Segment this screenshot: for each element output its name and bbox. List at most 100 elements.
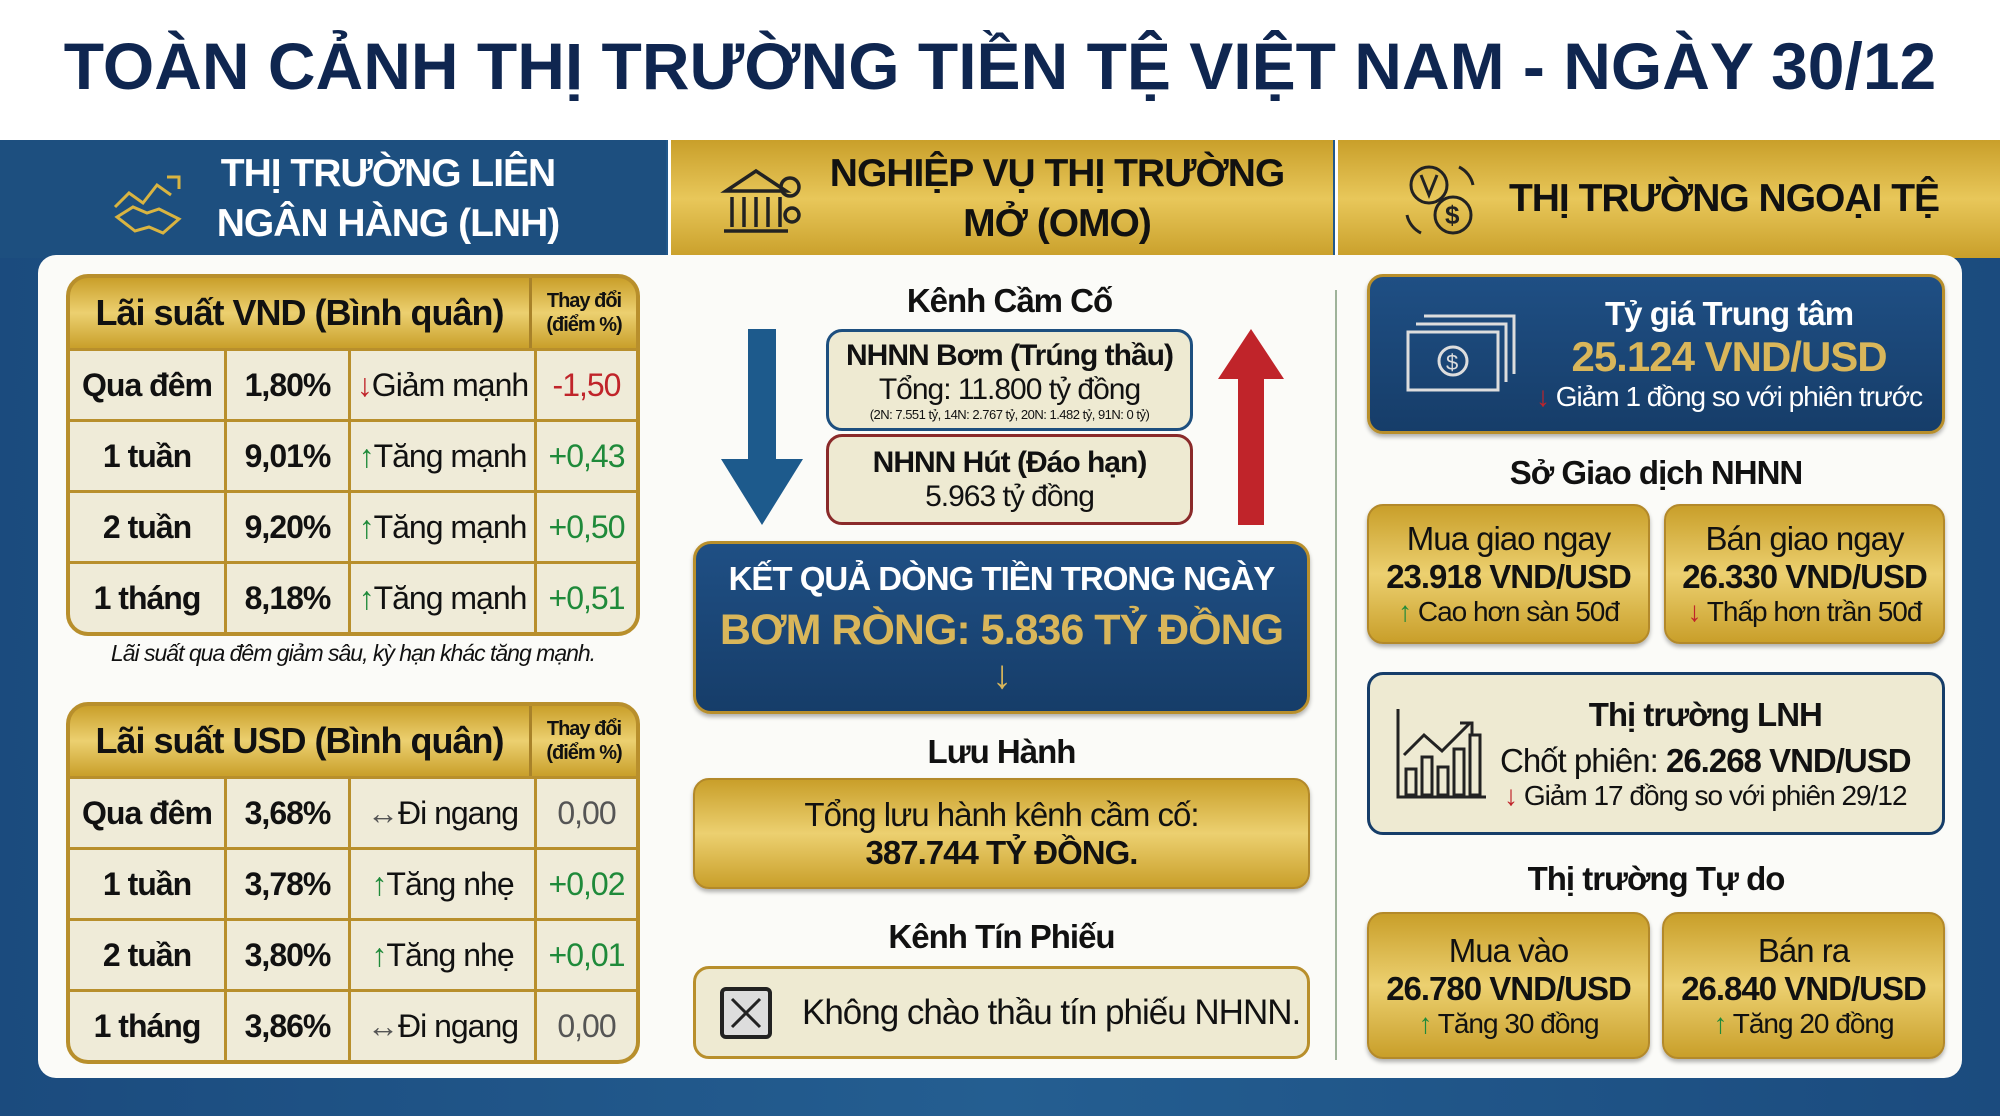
up-arrow-icon: ↑ [358,437,375,474]
change-cell: -1,50 [534,351,636,419]
up-arrow-icon: ↑ [358,508,375,545]
change-cell: +0,51 [534,564,636,632]
table-row: 1 tháng 8,18% ↑ Tăng mạnh +0,51 [70,561,636,632]
lnh-change: Giảm 17 đồng so với phiên 29/12 [1523,779,1908,811]
sgd-title: Sở Giao dịch NHNN [1509,454,1804,491]
change-header: Thay đổi (điểm %) [529,278,636,348]
table-row: 1 tuần 9,01% ↑ Tăng mạnh +0,43 [70,419,636,490]
vnd-note: Lãi suất qua đêm giảm sâu, kỳ hạn khác t… [110,640,596,666]
trend-label: Tăng mạnh [373,508,528,545]
change-cell: 0,00 [534,992,636,1060]
free-market-title: Thị trường Tự do [1527,860,1786,897]
trend-cell: ↑ Tăng mạnh [348,422,534,490]
free-buy-label: Mua vào [1448,931,1570,969]
spot-buy-note: Cao hơn sàn 50đ [1417,596,1620,627]
luu-hanh-label: Tổng lưu hành kênh cầm cố: [804,795,1199,833]
rate-cell: 3,86% [224,992,348,1060]
central-title: Tỷ giá Trung tâm [1605,295,1854,332]
down-arrow-icon: ↓ [1504,779,1518,811]
left-right-arrow-icon: ↔ [366,1007,399,1044]
table-title: Lãi suất VND (Bình quân) [95,292,505,333]
free-buy-box: Mua vào 26.780 VND/USD ↑ Tăng 30 đồng [1367,912,1650,1059]
svg-text:$: $ [1446,350,1458,375]
spot-sell-note: Thấp hơn trần 50đ [1706,596,1923,627]
trend-label: Tăng nhẹ [386,936,514,973]
handshake-chart-icon [113,175,182,235]
currency-exchange-icon: $ [1405,165,1475,235]
trend-label: Tăng mạnh [373,437,528,474]
banknote-icon: $ [1406,314,1516,392]
tin-phieu-box: Không chào thầu tín phiếu NHNN. [693,966,1310,1059]
rate-cell: 9,01% [224,422,348,490]
net-result-box: KẾT QUẢ DÒNG TIỀN TRONG NGÀY BƠM RÒNG: 5… [693,541,1310,714]
spot-sell-box: Bán giao ngay 26.330 VND/USD ↓ Thấp hơn … [1664,504,1945,644]
bom-detail: (2N: 7.551 tỷ, 14N: 2.767 tỷ, 20N: 1.482… [869,406,1150,422]
hut-title: NHNN Hút (Đáo hạn) [872,445,1148,479]
trend-cell: ↑ Tăng mạnh [348,493,534,561]
result-value: BƠM RÒNG: 5.836 TỶ ĐỒNG [719,606,1284,654]
vnd-rate-table: Lãi suất VND (Bình quân) Thay đổi (điểm %… [66,274,640,636]
usd-rate-table: Lãi suất USD (Bình quân) Thay đổi (điểm %… [66,702,640,1064]
up-arrow-icon: ↑ [358,579,375,616]
x-box-icon [720,986,772,1039]
term-cell: 1 tuần [70,850,224,918]
bom-title: NHNN Bơm (Trúng thầu) [846,338,1174,372]
free-sell-note: Tăng 20 đồng [1732,1007,1895,1039]
trend-cell: ↔ Đi ngang [348,992,534,1060]
left-right-arrow-icon: ↔ [366,794,399,831]
up-arrow-icon: ↑ [371,936,387,973]
table-row: Qua đêm 3,68% ↔ Đi ngang 0,00 [70,776,636,847]
down-arrow-icon: ↓ [992,653,1012,697]
central-rate-box: $ Tỷ giá Trung tâm 25.124 VND/USD ↓ Giảm… [1367,274,1945,434]
free-buy-value: 26.780 VND/USD [1386,969,1632,1007]
trend-cell: ↔ Đi ngang [348,779,534,847]
bom-box: NHNN Bơm (Trúng thầu) Tổng: 11.800 tỷ đồ… [826,329,1193,431]
term-cell: 1 tuần [70,422,224,490]
header-fx: $ THỊ TRƯỜNG NGOẠI TỆ [1335,140,2000,258]
up-arrow-icon: ↑ [1713,1007,1727,1039]
change-cell: +0,02 [534,850,636,918]
rate-cell: 9,20% [224,493,348,561]
rate-cell: 1,80% [224,351,348,419]
trend-label: Tăng mạnh [373,579,528,616]
change-cell: 0,00 [534,779,636,847]
arrow-down-icon [721,329,803,525]
term-cell: 1 tháng [70,564,224,632]
table-row: 2 tuần 3,80% ↑ Tăng nhẹ +0,01 [70,918,636,989]
svg-text:$: $ [1445,200,1460,230]
trend-label: Đi ngang [397,794,519,831]
rate-cell: 3,80% [224,921,348,989]
central-change: Giảm 1 đồng so với phiên trước [1555,381,1923,412]
lnh-value: 26.268 VND/USD [1665,741,1912,779]
lnh-title: Thị trường LNH [1588,695,1823,733]
tin-phieu-text: Không chào thầu tín phiếu NHNN. [802,992,1301,1032]
spot-sell-label: Bán giao ngay [1705,520,1904,557]
tin-phieu-title: Kênh Tín Phiếu [888,918,1115,955]
trend-cell: ↑ Tăng nhẹ [348,850,534,918]
down-arrow-icon: ↓ [1536,381,1550,412]
header-omo: NGHIỆP VỤ THỊ TRƯỜNG MỞ (OMO) [668,140,1333,258]
table-row: 1 tháng 3,86% ↔ Đi ngang 0,00 [70,989,636,1060]
rate-cell: 3,68% [224,779,348,847]
header-line1: THỊ TRƯỜNG LIÊN [220,152,556,195]
term-cell: Qua đêm [70,779,224,847]
trend-label: Tăng nhẹ [386,865,514,902]
trend-label: Đi ngang [397,1007,519,1044]
lnh-box: Thị trường LNH Chốt phiên: 26.268 VND/US… [1367,672,1945,835]
change-cell: +0,01 [534,921,636,989]
luu-hanh-title: Lưu Hành [927,733,1077,770]
up-arrow-icon: ↑ [371,865,387,902]
header-line1: NGHIỆP VỤ THỊ TRƯỜNG [829,152,1285,195]
trend-cell: ↑ Tăng mạnh [348,564,534,632]
luu-hanh-value: 387.744 TỶ ĐỒNG. [865,833,1139,871]
trend-cell: ↑ Tăng nhẹ [348,921,534,989]
term-cell: 1 tháng [70,992,224,1060]
free-sell-label: Bán ra [1757,931,1850,969]
change-header: Thay đổi (điểm %) [529,706,636,776]
arrow-up-icon [1218,329,1284,525]
spot-buy-value: 23.918 VND/USD [1386,558,1632,595]
spot-buy-box: Mua giao ngay 23.918 VND/USD ↑ Cao hơn s… [1367,504,1650,644]
header-line1: THỊ TRƯỜNG NGOẠI TỆ [1508,177,1940,220]
spot-buy-label: Mua giao ngay [1406,520,1611,557]
luu-hanh-box: Tổng lưu hành kênh cầm cố: 387.744 TỶ ĐỒ… [693,778,1310,889]
